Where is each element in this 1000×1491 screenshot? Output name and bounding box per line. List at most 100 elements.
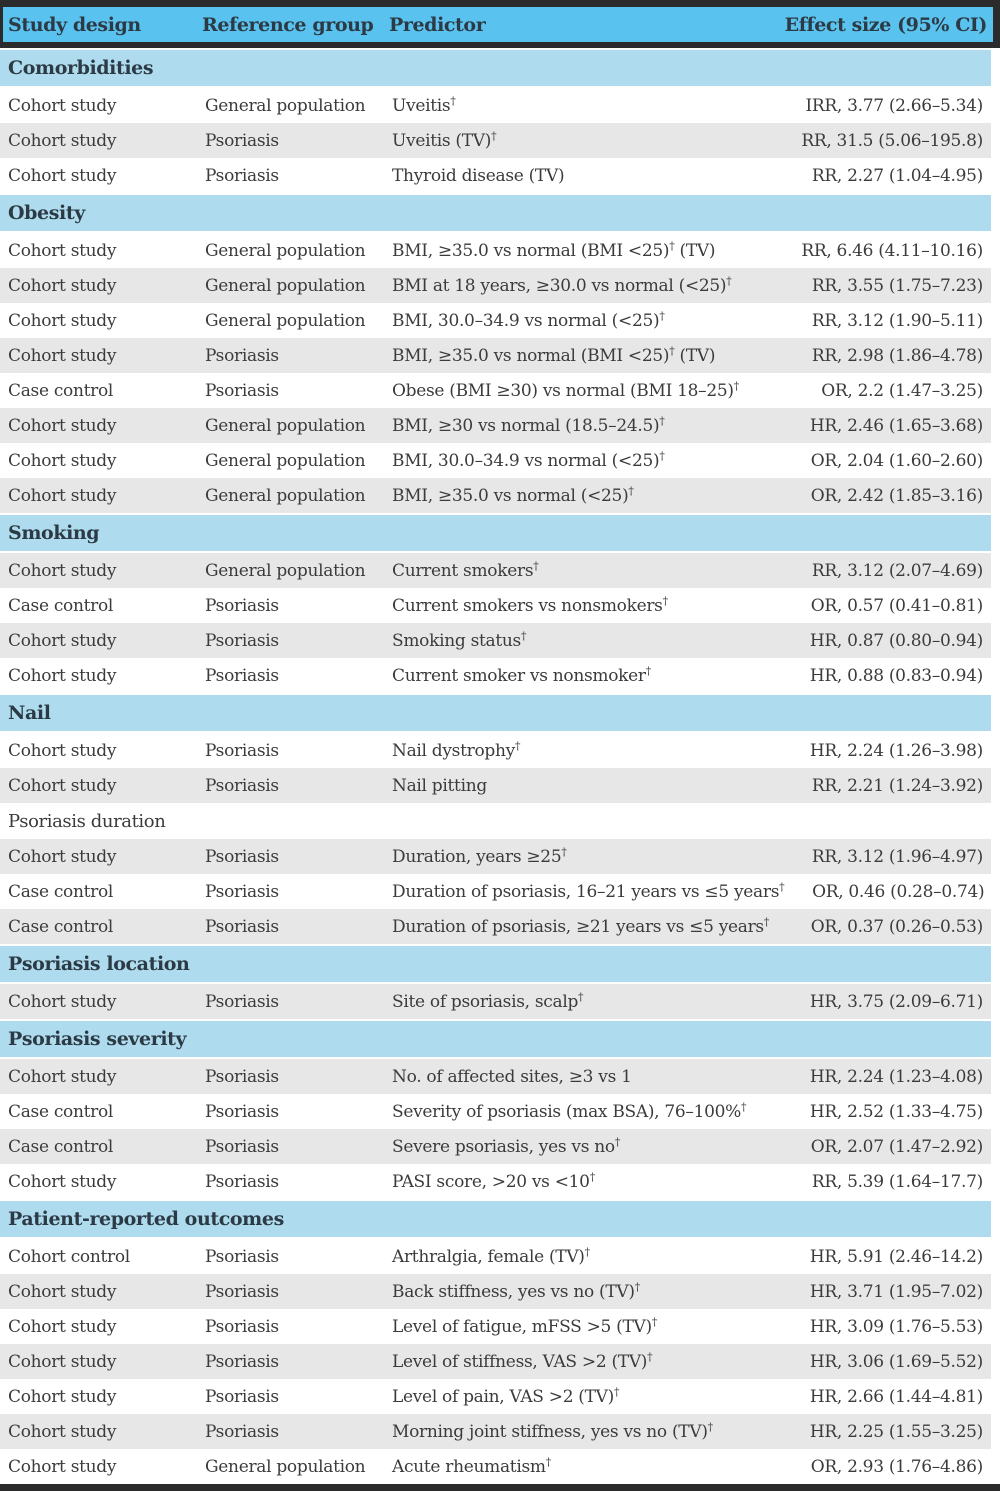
table-row: Cohort study Psoriasis Duration, years ≥25… xyxy=(0,839,991,874)
cell-reference-group: Psoriasis xyxy=(205,665,279,686)
table-row: Case control Psoriasis Duration of psorias… xyxy=(0,874,991,909)
cell-effect-size: RR, 3.55 (1.75–7.23) xyxy=(811,275,983,296)
cell-study-design: Cohort study xyxy=(8,1316,117,1337)
column-header-predictor: Predictor xyxy=(389,13,486,36)
section-header-row: Psoriasis duration xyxy=(0,803,991,839)
cell-effect-size: RR, 31.5 (5.06–195.8) xyxy=(801,130,983,151)
cell-effect-size: RR, 2.98 (1.86–4.78) xyxy=(811,345,983,366)
cell-study-design: Case control xyxy=(8,1101,114,1122)
cell-effect-size: HR, 5.91 (2.46–14.2) xyxy=(809,1246,983,1267)
table-row: Cohort study Psoriasis Level of fatigue, m… xyxy=(0,1309,991,1344)
table-row: Cohort study Psoriasis Nail pitting RR, 2.2… xyxy=(0,768,991,803)
cell-effect-size: HR, 0.88 (0.83–0.94) xyxy=(809,665,983,686)
cell-predictor: BMI, 30.0–34.9 vs normal (<25)† xyxy=(392,308,665,331)
table-row: Case control Psoriasis Severity of psorias… xyxy=(0,1094,991,1129)
cell-predictor: Nail pitting xyxy=(392,775,487,796)
cell-predictor: Thyroid disease (TV) xyxy=(392,165,565,186)
cell-reference-group: General population xyxy=(205,310,366,331)
cell-predictor: Obese (BMI ≥30) vs normal (BMI 18–25)† xyxy=(392,378,739,401)
cell-study-design: Cohort control xyxy=(8,1246,130,1267)
cell-predictor: Nail dystrophy† xyxy=(392,738,521,761)
cell-reference-group: Psoriasis xyxy=(205,1421,279,1442)
cell-reference-group: Psoriasis xyxy=(205,1281,279,1302)
section-header-label: Obesity xyxy=(8,202,85,224)
cell-predictor: Site of psoriasis, scalp† xyxy=(392,989,584,1012)
table-row: Cohort study Psoriasis Uveitis (TV)† RR, 31… xyxy=(0,123,991,158)
cell-study-design: Cohort study xyxy=(8,1066,117,1087)
cell-predictor: Current smokers† xyxy=(392,558,539,581)
table-row: Cohort study General population BMI, ≥30 v… xyxy=(0,408,991,443)
cell-reference-group: Psoriasis xyxy=(205,1136,279,1157)
cell-predictor: BMI at 18 years, ≥30.0 vs normal (<25)† xyxy=(392,273,732,296)
cell-predictor: PASI score, >20 vs <10† xyxy=(392,1169,595,1192)
cell-reference-group: General population xyxy=(205,485,366,506)
table-row: Cohort study Psoriasis Thyroid disease (TV… xyxy=(0,158,991,193)
cell-predictor: Smoking status† xyxy=(392,628,527,651)
cell-study-design: Case control xyxy=(8,380,114,401)
cell-reference-group: Psoriasis xyxy=(205,916,279,937)
cell-study-design: Cohort study xyxy=(8,991,117,1012)
cell-predictor: Severity of psoriasis (max BSA), 76–100%… xyxy=(392,1099,747,1122)
section-header-row: Nail xyxy=(0,693,991,733)
cell-reference-group: General population xyxy=(205,450,366,471)
cell-reference-group: General population xyxy=(205,415,366,436)
table-row: Cohort study General population Uveitis† IR… xyxy=(0,88,991,123)
cell-predictor: Arthralgia, female (TV)† xyxy=(392,1244,590,1267)
table-row: Cohort study Psoriasis PASI score, >20 vs … xyxy=(0,1164,991,1199)
table-row: Cohort study General population BMI, ≥35.0… xyxy=(0,233,991,268)
cell-study-design: Cohort study xyxy=(8,560,117,581)
section-header-label: Patient-reported outcomes xyxy=(8,1208,284,1230)
cell-reference-group: General population xyxy=(205,1456,366,1477)
cell-effect-size: RR, 3.12 (1.90–5.11) xyxy=(811,310,983,331)
section-header-label: Comorbidities xyxy=(8,57,154,79)
cell-effect-size: HR, 2.24 (1.23–4.08) xyxy=(809,1066,983,1087)
cell-predictor: BMI, ≥35.0 vs normal (BMI <25)† (TV) xyxy=(392,343,716,366)
cell-effect-size: RR, 3.12 (2.07–4.69) xyxy=(811,560,983,581)
cell-effect-size: RR, 5.39 (1.64–17.7) xyxy=(811,1171,983,1192)
table-row: Case control Psoriasis Obese (BMI ≥30) vs … xyxy=(0,373,991,408)
cell-study-design: Cohort study xyxy=(8,485,117,506)
cell-study-design: Cohort study xyxy=(8,130,117,151)
cell-study-design: Cohort study xyxy=(8,1281,117,1302)
table-row: Cohort study Psoriasis Current smoker vs n… xyxy=(0,658,991,693)
cell-predictor: Current smoker vs nonsmoker† xyxy=(392,663,651,686)
cell-study-design: Cohort study xyxy=(8,240,117,261)
cell-reference-group: Psoriasis xyxy=(205,1316,279,1337)
column-header-reference-group: Reference group xyxy=(202,13,374,36)
cell-reference-group: Psoriasis xyxy=(205,991,279,1012)
cell-effect-size: HR, 2.66 (1.44–4.81) xyxy=(809,1386,983,1407)
cell-effect-size: OR, 2.42 (1.85–3.16) xyxy=(810,485,984,506)
cell-predictor: Level of pain, VAS >2 (TV)† xyxy=(392,1384,620,1407)
cell-predictor: Duration of psoriasis, ≥21 years vs ≤5 y… xyxy=(392,914,770,937)
cell-study-design: Cohort study xyxy=(8,1386,117,1407)
cell-study-design: Cohort study xyxy=(8,1351,117,1372)
table-body: Comorbidities Cohort study General populat… xyxy=(0,48,991,1484)
cell-study-design: Cohort study xyxy=(8,165,117,186)
cell-effect-size: HR, 2.46 (1.65–3.68) xyxy=(809,415,983,436)
section-header-label: Psoriasis duration xyxy=(8,810,166,832)
cell-effect-size: OR, 2.2 (1.47–3.25) xyxy=(821,380,983,401)
cell-reference-group: Psoriasis xyxy=(205,1246,279,1267)
cell-effect-size: OR, 0.57 (0.41–0.81) xyxy=(810,595,984,616)
cell-reference-group: General population xyxy=(205,240,366,261)
section-header-row: Comorbidities xyxy=(0,48,991,88)
cell-reference-group: General population xyxy=(205,275,366,296)
cell-predictor: Uveitis† xyxy=(392,93,456,116)
cell-effect-size: HR, 2.25 (1.55–3.25) xyxy=(809,1421,983,1442)
cell-study-design: Cohort study xyxy=(8,775,117,796)
cell-reference-group: Psoriasis xyxy=(205,846,279,867)
cell-reference-group: General population xyxy=(205,95,366,116)
cell-predictor: Duration of psoriasis, 16–21 years vs ≤5… xyxy=(392,879,785,902)
table-row: Cohort study Psoriasis BMI, ≥35.0 vs norma… xyxy=(0,338,991,373)
cell-study-design: Case control xyxy=(8,595,114,616)
table-row: Cohort study Psoriasis Back stiffness, yes… xyxy=(0,1274,991,1309)
section-header-label: Smoking xyxy=(8,522,100,544)
cell-reference-group: Psoriasis xyxy=(205,345,279,366)
cell-effect-size: HR, 2.52 (1.33–4.75) xyxy=(809,1101,983,1122)
cell-predictor: Uveitis (TV)† xyxy=(392,128,497,151)
cell-study-design: Cohort study xyxy=(8,275,117,296)
table-row: Cohort study General population BMI, ≥35.0… xyxy=(0,478,991,513)
cell-effect-size: HR, 2.24 (1.26–3.98) xyxy=(809,740,983,761)
cell-study-design: Cohort study xyxy=(8,665,117,686)
